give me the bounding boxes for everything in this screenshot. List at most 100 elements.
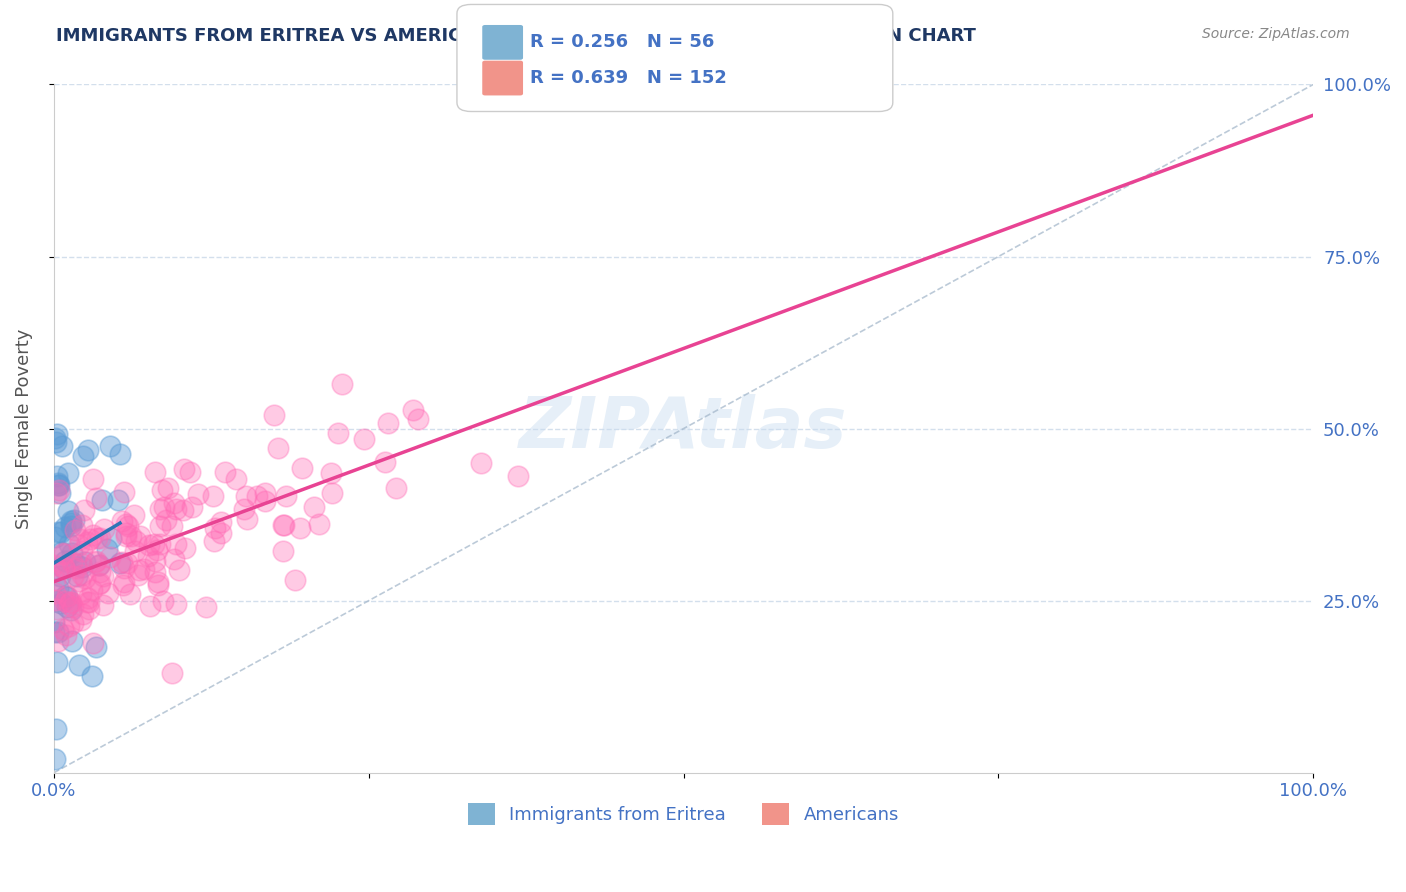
Point: [149, 502, 172, 516]
Point: [44, 573, 66, 587]
Point: [55, 590, 77, 604]
Point: [202, 533, 225, 548]
Point: [49, 525, 72, 540]
Point: [70, 517, 93, 532]
Point: [155, 513, 177, 527]
Point: [125, 534, 148, 549]
Point: [46, 563, 69, 577]
Point: [60, 518, 83, 533]
Point: [122, 508, 145, 522]
Point: [169, 563, 191, 577]
Point: [112, 578, 135, 592]
Point: [60, 546, 83, 560]
Point: [291, 460, 314, 475]
Point: [82, 582, 104, 597]
Point: [98, 439, 121, 453]
Point: [73, 555, 96, 569]
Point: [46, 625, 69, 640]
Point: [60, 555, 83, 569]
Point: [120, 529, 142, 543]
Point: [108, 556, 131, 570]
Point: [46, 525, 69, 540]
Point: [46, 581, 69, 595]
Point: [385, 481, 408, 495]
Point: [148, 537, 170, 551]
Point: [402, 402, 425, 417]
Point: [283, 573, 305, 587]
Point: [179, 465, 201, 479]
Point: [59, 595, 82, 609]
Point: [156, 481, 179, 495]
Point: [225, 472, 247, 486]
Point: [67, 574, 90, 588]
Legend: Immigrants from Eritrea, Americans: Immigrants from Eritrea, Americans: [461, 796, 907, 832]
Point: [163, 495, 186, 509]
Point: [70, 568, 93, 582]
Point: [111, 555, 134, 569]
Point: [52, 561, 75, 575]
Point: [100, 531, 122, 545]
Point: [330, 376, 353, 391]
Point: [263, 408, 285, 422]
Point: [44, 431, 66, 445]
Point: [148, 578, 170, 592]
Point: [152, 500, 174, 514]
Point: [204, 521, 226, 535]
Point: [65, 557, 87, 571]
Point: [58, 598, 80, 612]
Point: [70, 560, 93, 574]
Y-axis label: Single Female Poverty: Single Female Poverty: [15, 328, 32, 529]
Point: [132, 561, 155, 575]
Point: [202, 489, 225, 503]
Point: [53, 589, 76, 603]
Point: [139, 599, 162, 614]
Point: [82, 472, 104, 486]
Point: [46, 469, 69, 483]
Point: [86, 531, 108, 545]
Point: [49, 486, 72, 500]
Point: [236, 511, 259, 525]
Point: [128, 563, 150, 577]
Point: [84, 491, 107, 505]
Point: [87, 558, 110, 573]
Point: [271, 517, 294, 532]
Point: [76, 591, 98, 606]
Point: [53, 554, 76, 568]
Point: [48, 483, 70, 497]
Point: [70, 556, 93, 570]
Point: [49, 596, 72, 610]
Point: [53, 593, 76, 607]
Point: [173, 462, 195, 476]
Point: [115, 526, 138, 541]
Point: [70, 544, 93, 558]
Point: [67, 538, 90, 552]
Point: [165, 597, 187, 611]
Point: [96, 542, 118, 557]
Point: [181, 500, 204, 514]
Point: [321, 486, 343, 500]
Point: [46, 594, 69, 608]
Point: [63, 523, 86, 537]
Point: [82, 636, 104, 650]
Point: [373, 455, 395, 469]
Point: [58, 619, 80, 633]
Point: [160, 665, 183, 680]
Point: [152, 594, 174, 608]
Point: [73, 503, 96, 517]
Point: [233, 501, 256, 516]
Point: [67, 658, 90, 673]
Point: [76, 535, 98, 549]
Point: [44, 601, 66, 615]
Point: [246, 489, 269, 503]
Point: [89, 531, 111, 545]
Point: [353, 432, 375, 446]
Point: [143, 465, 166, 479]
Point: [146, 543, 169, 558]
Point: [115, 516, 138, 531]
Point: [45, 434, 67, 449]
Point: [77, 602, 100, 616]
Point: [107, 492, 129, 507]
Point: [80, 669, 103, 683]
Point: [62, 616, 84, 631]
Point: [108, 447, 131, 461]
